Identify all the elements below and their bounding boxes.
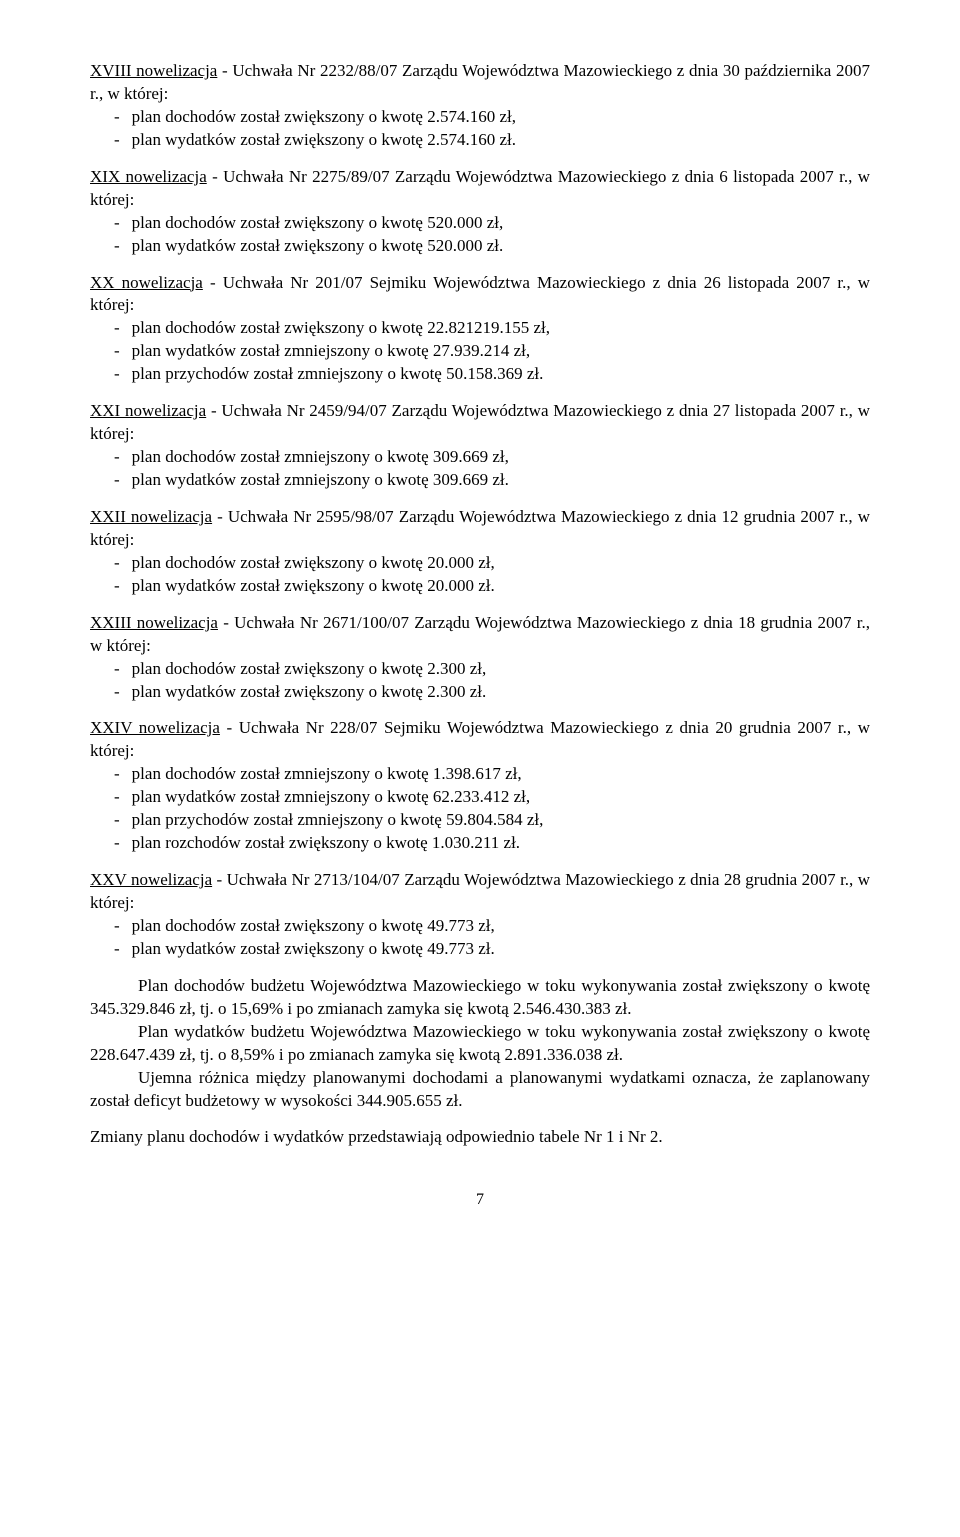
bullet-list: -plan dochodów został zwiększony o kwotę… [90, 915, 870, 961]
novelization-section: XVIII nowelizacja - Uchwała Nr 2232/88/0… [90, 60, 870, 152]
list-item-text: plan przychodów został zmniejszony o kwo… [132, 809, 870, 832]
list-item: -plan dochodów został zwiększony o kwotę… [90, 106, 870, 129]
bullet-list: -plan dochodów został zwiększony o kwotę… [90, 658, 870, 704]
list-item: -plan dochodów został zwiększony o kwotę… [90, 212, 870, 235]
list-item-text: plan dochodów został zwiększony o kwotę … [132, 106, 870, 129]
dash-icon: - [114, 212, 132, 235]
novelizations-list: XVIII nowelizacja - Uchwała Nr 2232/88/0… [90, 60, 870, 961]
list-item-text: plan wydatków został zwiększony o kwotę … [132, 235, 870, 258]
dash-icon: - [114, 129, 132, 152]
novelization-section: XXI nowelizacja - Uchwała Nr 2459/94/07 … [90, 400, 870, 492]
list-item: -plan wydatków został zmniejszony o kwot… [90, 340, 870, 363]
list-item-text: plan wydatków został zwiększony o kwotę … [132, 938, 870, 961]
dash-icon: - [114, 658, 132, 681]
list-item-text: plan wydatków został zwiększony o kwotę … [132, 129, 870, 152]
novelization-head: XXI nowelizacja - Uchwała Nr 2459/94/07 … [90, 400, 870, 446]
bullet-list: -plan dochodów został zwiększony o kwotę… [90, 106, 870, 152]
list-item: -plan wydatków został zwiększony o kwotę… [90, 235, 870, 258]
novelization-head: XXIII nowelizacja - Uchwała Nr 2671/100/… [90, 612, 870, 658]
summary-paragraph: Plan dochodów budżetu Województwa Mazowi… [90, 975, 870, 1021]
novelization-section: XXIV nowelizacja - Uchwała Nr 228/07 Sej… [90, 717, 870, 855]
list-item-text: plan wydatków został zwiększony o kwotę … [132, 575, 870, 598]
list-item-text: plan dochodów został zwiększony o kwotę … [132, 915, 870, 938]
list-item: -plan dochodów został zwiększony o kwotę… [90, 552, 870, 575]
bullet-list: -plan dochodów został zwiększony o kwotę… [90, 212, 870, 258]
bullet-list: -plan dochodów został zwiększony o kwotę… [90, 317, 870, 386]
page-number: 7 [90, 1189, 870, 1211]
novelization-section: XIX nowelizacja - Uchwała Nr 2275/89/07 … [90, 166, 870, 258]
list-item-text: plan dochodów został zwiększony o kwotę … [132, 552, 870, 575]
novelization-section: XXV nowelizacja - Uchwała Nr 2713/104/07… [90, 869, 870, 961]
dash-icon: - [114, 469, 132, 492]
list-item: -plan wydatków został zwiększony o kwotę… [90, 575, 870, 598]
novelization-head: XIX nowelizacja - Uchwała Nr 2275/89/07 … [90, 166, 870, 212]
dash-icon: - [114, 763, 132, 786]
summary-block: Plan dochodów budżetu Województwa Mazowi… [90, 975, 870, 1113]
dash-icon: - [114, 681, 132, 704]
novelization-head: XXV nowelizacja - Uchwała Nr 2713/104/07… [90, 869, 870, 915]
list-item: -plan dochodów został zmniejszony o kwot… [90, 446, 870, 469]
list-item: -plan dochodów został zwiększony o kwotę… [90, 658, 870, 681]
dash-icon: - [114, 106, 132, 129]
list-item-text: plan wydatków został zwiększony o kwotę … [132, 681, 870, 704]
dash-icon: - [114, 446, 132, 469]
list-item: -plan dochodów został zwiększony o kwotę… [90, 915, 870, 938]
novelization-head: XXII nowelizacja - Uchwała Nr 2595/98/07… [90, 506, 870, 552]
list-item-text: plan dochodów został zmniejszony o kwotę… [132, 763, 870, 786]
dash-icon: - [114, 832, 132, 855]
list-item-text: plan dochodów został zwiększony o kwotę … [132, 317, 870, 340]
list-item-text: plan rozchodów został zwiększony o kwotę… [132, 832, 870, 855]
list-item-text: plan dochodów został zwiększony o kwotę … [132, 212, 870, 235]
list-item: -plan wydatków został zwiększony o kwotę… [90, 681, 870, 704]
list-item-text: plan wydatków został zmniejszony o kwotę… [132, 340, 870, 363]
dash-icon: - [114, 317, 132, 340]
list-item-text: plan dochodów został zmniejszony o kwotę… [132, 446, 870, 469]
list-item: -plan wydatków został zmniejszony o kwot… [90, 469, 870, 492]
list-item: -plan wydatków został zwiększony o kwotę… [90, 938, 870, 961]
list-item: -plan rozchodów został zwiększony o kwot… [90, 832, 870, 855]
footer-line: Zmiany planu dochodów i wydatków przedst… [90, 1126, 870, 1149]
novelization-section: XX nowelizacja - Uchwała Nr 201/07 Sejmi… [90, 272, 870, 387]
dash-icon: - [114, 786, 132, 809]
list-item-text: plan wydatków został zmniejszony o kwotę… [132, 786, 870, 809]
dash-icon: - [114, 340, 132, 363]
bullet-list: -plan dochodów został zmniejszony o kwot… [90, 446, 870, 492]
list-item: -plan przychodów został zmniejszony o kw… [90, 363, 870, 386]
list-item: -plan przychodów został zmniejszony o kw… [90, 809, 870, 832]
dash-icon: - [114, 363, 132, 386]
document-page: XVIII nowelizacja - Uchwała Nr 2232/88/0… [0, 0, 960, 1251]
list-item: -plan wydatków został zwiększony o kwotę… [90, 129, 870, 152]
list-item: -plan wydatków został zmniejszony o kwot… [90, 786, 870, 809]
dash-icon: - [114, 552, 132, 575]
novelization-head: XXIV nowelizacja - Uchwała Nr 228/07 Sej… [90, 717, 870, 763]
summary-paragraph: Ujemna różnica między planowanymi dochod… [90, 1067, 870, 1113]
novelization-head: XX nowelizacja - Uchwała Nr 201/07 Sejmi… [90, 272, 870, 318]
dash-icon: - [114, 575, 132, 598]
list-item-text: plan przychodów został zmniejszony o kwo… [132, 363, 870, 386]
dash-icon: - [114, 938, 132, 961]
list-item: -plan dochodów został zmniejszony o kwot… [90, 763, 870, 786]
bullet-list: -plan dochodów został zmniejszony o kwot… [90, 763, 870, 855]
list-item-text: plan wydatków został zmniejszony o kwotę… [132, 469, 870, 492]
summary-paragraph: Plan wydatków budżetu Województwa Mazowi… [90, 1021, 870, 1067]
dash-icon: - [114, 809, 132, 832]
list-item-text: plan dochodów został zwiększony o kwotę … [132, 658, 870, 681]
novelization-head: XVIII nowelizacja - Uchwała Nr 2232/88/0… [90, 60, 870, 106]
novelization-section: XXIII nowelizacja - Uchwała Nr 2671/100/… [90, 612, 870, 704]
novelization-section: XXII nowelizacja - Uchwała Nr 2595/98/07… [90, 506, 870, 598]
dash-icon: - [114, 235, 132, 258]
list-item: -plan dochodów został zwiększony o kwotę… [90, 317, 870, 340]
bullet-list: -plan dochodów został zwiększony o kwotę… [90, 552, 870, 598]
dash-icon: - [114, 915, 132, 938]
